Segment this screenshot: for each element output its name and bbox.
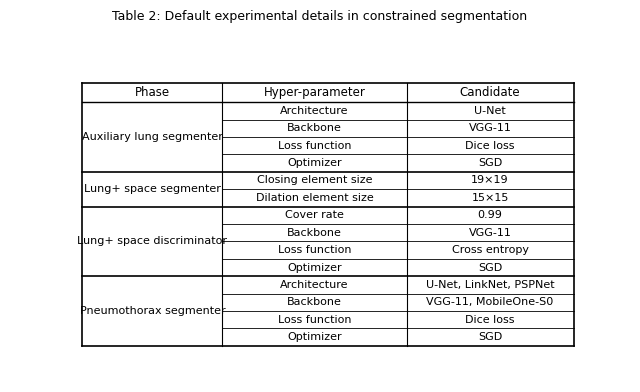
Text: SGD: SGD [478,332,502,342]
Text: Architecture: Architecture [280,280,349,290]
Text: SGD: SGD [478,263,502,272]
Text: Optimizer: Optimizer [287,158,342,168]
Text: Lung+ space segmenter: Lung+ space segmenter [84,184,221,194]
Text: Hyper-parameter: Hyper-parameter [264,86,365,99]
Text: Dice loss: Dice loss [465,315,515,325]
Text: U-Net, LinkNet, PSPNet: U-Net, LinkNet, PSPNet [426,280,554,290]
Text: Lung+ space discriminator: Lung+ space discriminator [77,236,227,247]
Text: Candidate: Candidate [460,86,520,99]
Text: Cover rate: Cover rate [285,211,344,220]
Text: 19×19: 19×19 [471,176,509,185]
Text: Table 2: Default experimental details in constrained segmentation: Table 2: Default experimental details in… [113,10,527,23]
Text: Loss function: Loss function [278,245,351,255]
Text: Dice loss: Dice loss [465,141,515,151]
Text: Loss function: Loss function [278,315,351,325]
Text: Auxiliary lung segmenter: Auxiliary lung segmenter [82,132,223,142]
Text: SGD: SGD [478,158,502,168]
Text: Loss function: Loss function [278,141,351,151]
Text: 15×15: 15×15 [471,193,509,203]
Text: VGG-11: VGG-11 [468,228,511,238]
Text: Backbone: Backbone [287,228,342,238]
Text: 0.99: 0.99 [477,211,502,220]
Text: Dilation element size: Dilation element size [255,193,373,203]
Text: Phase: Phase [135,86,170,99]
Text: Backbone: Backbone [287,298,342,307]
Text: VGG-11, MobileOne-S0: VGG-11, MobileOne-S0 [426,298,554,307]
Text: Optimizer: Optimizer [287,332,342,342]
Text: VGG-11: VGG-11 [468,123,511,133]
Text: Cross entropy: Cross entropy [452,245,529,255]
Text: U-Net: U-Net [474,106,506,116]
Text: Optimizer: Optimizer [287,263,342,272]
Text: Backbone: Backbone [287,123,342,133]
Text: Architecture: Architecture [280,106,349,116]
Text: Pneumothorax segmenter: Pneumothorax segmenter [79,306,225,316]
Text: Closing element size: Closing element size [257,176,372,185]
